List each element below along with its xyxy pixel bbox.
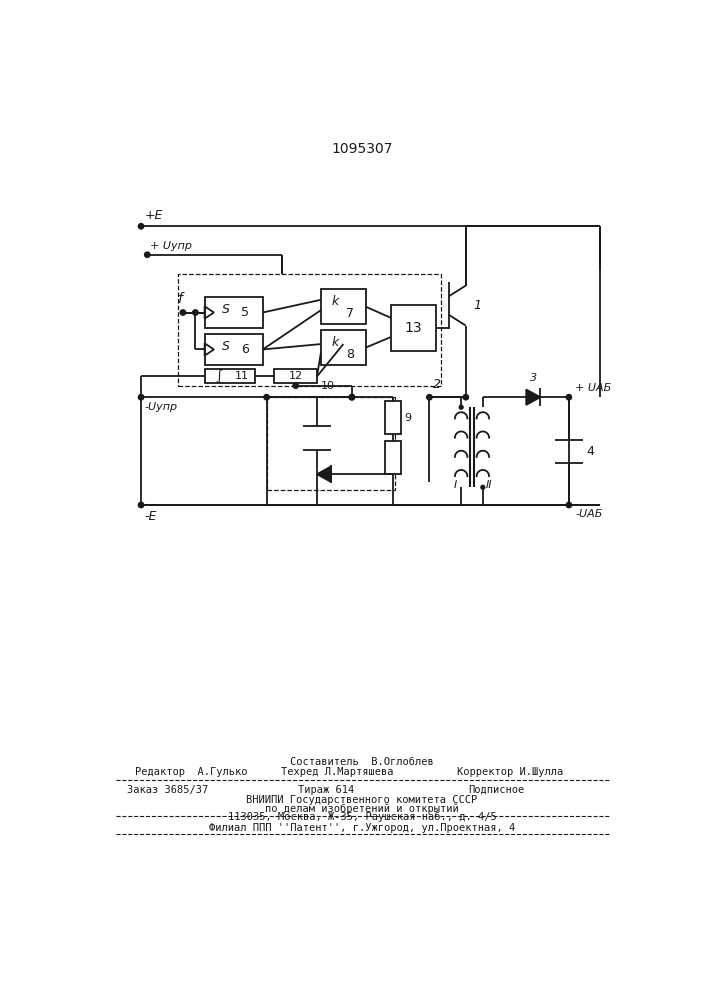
Circle shape [481, 485, 485, 489]
Text: 7: 7 [346, 307, 354, 320]
Text: 12: 12 [288, 371, 303, 381]
Circle shape [460, 405, 463, 409]
Text: Составитель  В.Оглоблев: Составитель В.Оглоблев [290, 757, 434, 767]
Bar [385, 441, 401, 474]
Text: Филиал ППП ''Патент'', г.Ужгород, ул.Проектная, 4: Филиал ППП ''Патент'', г.Ужгород, ул.Про… [209, 823, 515, 833]
Circle shape [139, 502, 144, 508]
Bar [391, 305, 436, 351]
Text: + Uупр: + Uупр [151, 241, 192, 251]
Text: I: I [453, 480, 457, 490]
Text: ∫: ∫ [215, 369, 222, 383]
Bar [204, 334, 263, 365]
Text: 1: 1 [474, 299, 481, 312]
Circle shape [349, 395, 355, 400]
Text: S: S [223, 340, 230, 353]
Text: 3: 3 [530, 373, 537, 383]
Circle shape [180, 310, 186, 315]
Circle shape [566, 395, 571, 400]
Bar [204, 297, 263, 328]
Text: 5: 5 [241, 306, 249, 319]
Text: ВНИИПИ Государственного комитета СССР: ВНИИПИ Государственного комитета СССР [246, 795, 477, 805]
Polygon shape [317, 466, 331, 482]
Text: Тираж 614: Тираж 614 [298, 785, 354, 795]
Circle shape [144, 252, 150, 257]
Text: Заказ 3685/37: Заказ 3685/37 [127, 785, 209, 795]
Text: -UАБ: -UАБ [575, 509, 602, 519]
Text: +E: +E [144, 209, 163, 222]
Circle shape [139, 224, 144, 229]
Text: 8: 8 [346, 348, 354, 361]
Text: 4: 4 [586, 445, 594, 458]
Circle shape [192, 310, 198, 315]
Circle shape [566, 502, 571, 508]
Text: -Uупр: -Uупр [144, 402, 177, 412]
Circle shape [139, 395, 144, 400]
Bar [274, 369, 317, 383]
Text: k: k [331, 295, 339, 308]
Text: 9: 9 [404, 413, 411, 423]
Bar [385, 401, 401, 434]
Text: 1095307: 1095307 [331, 142, 392, 156]
Bar [321, 289, 366, 324]
Text: II: II [486, 480, 492, 490]
Bar [267, 397, 395, 490]
Text: Редактор  А.Гулько: Редактор А.Гулько [135, 767, 247, 777]
Bar [321, 330, 366, 365]
Text: 6: 6 [241, 343, 249, 356]
Bar [177, 274, 441, 386]
Circle shape [264, 395, 269, 400]
Text: -E: -E [144, 510, 156, 523]
Text: f: f [177, 292, 182, 306]
Text: Подписное: Подписное [468, 785, 525, 795]
Circle shape [426, 395, 432, 400]
Circle shape [463, 395, 469, 400]
Text: k: k [331, 336, 339, 349]
Text: Корректор И.Шулла: Корректор И.Шулла [457, 767, 563, 777]
Polygon shape [526, 389, 540, 405]
Text: 2: 2 [433, 378, 441, 391]
Text: 11: 11 [235, 371, 249, 381]
Text: 10: 10 [321, 381, 335, 391]
Text: Техред Л.Мартяшева: Техред Л.Мартяшева [281, 767, 393, 777]
Text: 13: 13 [404, 321, 422, 335]
Text: по делам изобретений и открытий: по делам изобретений и открытий [265, 803, 459, 814]
Text: 113035, Москва, Ж-35, Раушская наб., д. 4/5: 113035, Москва, Ж-35, Раушская наб., д. … [228, 812, 496, 822]
Text: S: S [223, 303, 230, 316]
Text: + UАБ: + UАБ [575, 383, 612, 393]
Circle shape [293, 383, 298, 388]
Bar [204, 369, 255, 383]
Circle shape [349, 395, 355, 400]
